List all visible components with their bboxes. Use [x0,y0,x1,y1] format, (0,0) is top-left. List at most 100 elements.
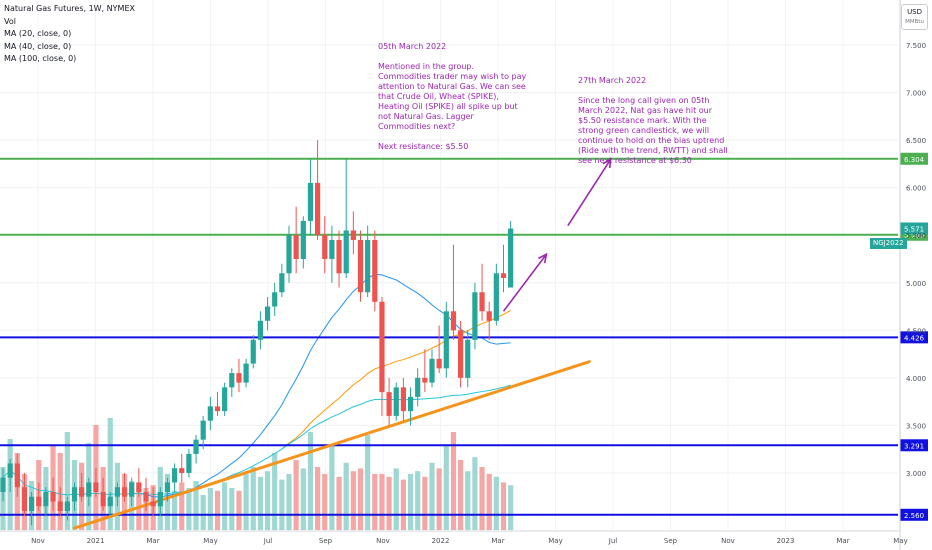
horizontal-levels[interactable]: 6.304 5.505 4.426 3.291 2.560 5.571 [0,152,928,521]
volume-bar [264,471,271,530]
level-tag [900,439,928,452]
y-tick-label: 5.000 [906,280,926,288]
volume-bar [450,432,457,530]
currency-code: USD [907,8,923,16]
indicator-ma20[interactable]: MA (20, close, 0) [4,29,72,38]
x-tick-label: 2021 [87,537,105,545]
candle-body [365,239,371,293]
volume-bar [486,474,492,530]
candle-body [243,363,249,383]
candle-body [357,239,364,293]
volume-bar [472,457,478,530]
volume-bar [186,488,192,530]
candle-body [236,373,242,383]
candle-body [207,406,213,421]
volume-bar [322,474,328,530]
volume-bar [372,474,378,530]
candle-body [179,468,185,473]
candle-body [7,463,13,478]
candle-body [458,330,464,378]
y-tick-label: 3.500 [906,422,926,430]
candle-body [100,491,106,507]
volume-bar [272,453,278,530]
volume-bar [500,482,507,530]
candle-body [300,220,306,259]
candle-body [443,311,449,369]
arrows[interactable] [502,157,612,312]
volume-bar [386,476,392,530]
volume-bar [136,488,142,530]
candle-body [393,387,399,416]
volume-bar [250,467,256,530]
annotation-march-05[interactable]: 05th March 2022 Mentioned in the group. … [378,42,527,151]
chart-title[interactable]: Natural Gas Futures, 1W, NYMEX [4,4,135,13]
indicator-ma40[interactable]: MA (40, close, 0) [4,41,72,51]
candle-body [415,377,421,397]
candle-body [422,377,428,383]
candle-body [121,487,128,497]
candle-body [493,273,499,321]
candle-body [257,320,263,340]
volume-bar [179,482,185,530]
time-axis[interactable]: Nov 2021 Mar May Jul Sep Nov 2022 Mar May Jul Sep No… [0,530,908,545]
y-tick-label: 7.500 [906,42,926,50]
arrow-head [602,157,612,169]
x-tick-label: Nov [721,537,735,545]
volume-bar [407,474,414,530]
arrow-head [538,252,548,264]
currency-unit: MMBtu [905,19,924,25]
ticker-label: NGJ2022 [870,238,907,249]
x-tick-label: Sep [319,537,333,545]
candle-body [429,358,435,383]
candle-body [315,182,321,236]
volume-bar [400,479,406,530]
level-label: 6.304 [904,156,925,164]
volume-bar [343,462,349,530]
volume-bar [365,434,371,530]
candle-body [93,482,99,492]
indicator-ma100[interactable]: MA (100, close, 0) [4,54,77,63]
volume-bar [422,476,428,530]
volume-bar [229,488,235,530]
level-tag [900,152,928,165]
candle-body [57,501,63,511]
candle-body [329,239,335,259]
price-axis[interactable]: 3.000 3.500 4.000 4.500 5.000 5.500 6.000 6.500… [899,0,926,550]
arrow-shaft [567,158,612,227]
volume-bar [336,476,342,530]
currency-selector[interactable]: USD MMBtu [901,4,928,30]
candle-body [214,406,221,412]
candle-body [350,230,356,240]
x-tick-label: Nov [376,537,390,545]
candle-body [129,482,135,497]
volume-bar [315,467,321,530]
candle-body [450,311,457,331]
candle-body [407,396,414,412]
candle-body [500,273,507,279]
x-tick-label: May [548,537,562,545]
volume-bar [121,474,128,530]
annotation-march-27[interactable]: 27th March 2022 Since the long call give… [578,76,728,165]
candle-body [286,235,292,274]
volume-bar [300,468,306,530]
x-tick-label: 2023 [777,537,795,545]
candle-body [436,358,442,369]
indicator-vol[interactable]: Vol [4,16,16,26]
y-tick-label: 6.000 [906,185,926,193]
candle-body [164,482,171,492]
candle-body [386,392,392,416]
candle-body [322,235,328,259]
candle-body [136,482,142,492]
candle-body [250,339,256,364]
candle-body [43,491,49,507]
volume-bar [393,468,399,530]
volume-bar [214,490,221,530]
candle-body [107,496,113,507]
x-tick-label: Nov [31,537,45,545]
candle-body [157,491,163,507]
last-price-label: 5.571 [904,225,924,233]
candle-body [372,239,378,302]
candle-body [486,311,492,321]
y-tick-label: 3.000 [906,470,926,478]
